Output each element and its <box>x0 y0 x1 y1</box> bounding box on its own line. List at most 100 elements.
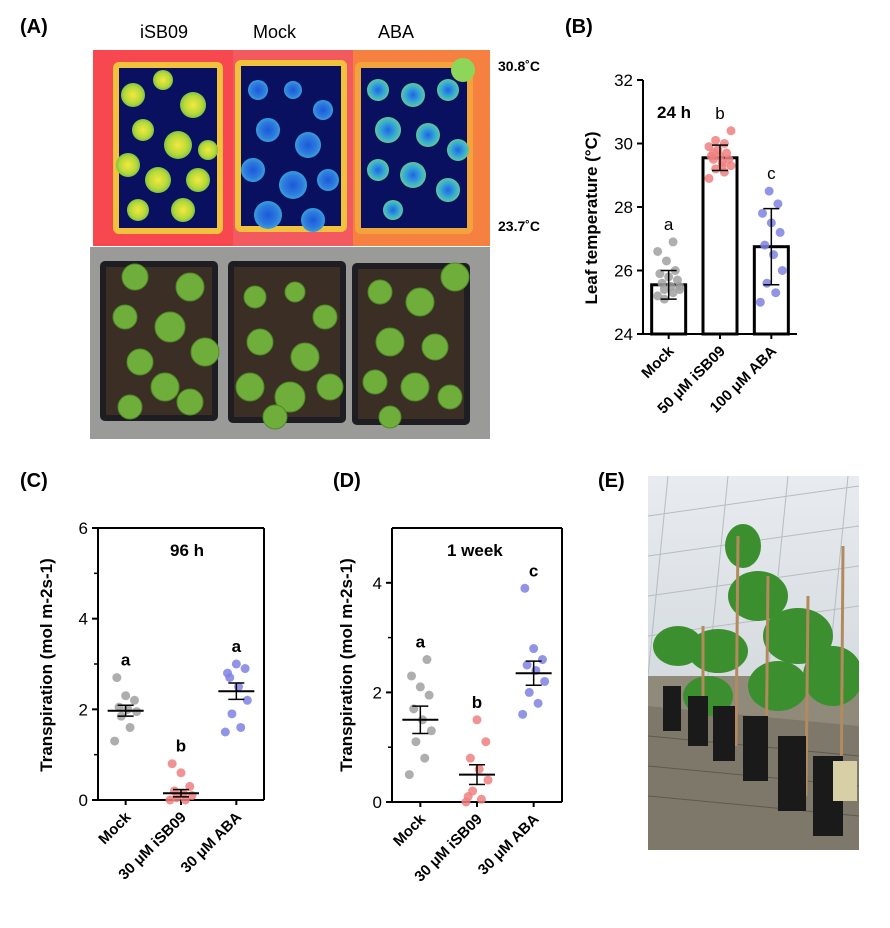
data-point <box>125 722 135 732</box>
data-point <box>407 671 417 681</box>
chart-d-annotation: 1 week <box>447 541 503 560</box>
chart-b: Leaf temperature (°C) 24 h 24 26 28 30 32 Moc… <box>582 71 797 417</box>
data-point <box>726 126 736 136</box>
chart-d: Transpiration (mol m-2s-1) 1 week 0 2 4 Moc… <box>337 527 563 885</box>
y-tick-label: 6 <box>79 519 88 538</box>
y-tick-label: 2 <box>79 700 88 719</box>
thermal-tray-mock <box>235 60 347 232</box>
data-point <box>472 715 482 725</box>
data-point <box>227 709 237 719</box>
data-point <box>704 173 714 183</box>
data-point <box>775 227 785 237</box>
data-point <box>185 781 195 791</box>
significance-letter: b <box>715 104 724 123</box>
significance-letter: a <box>232 637 242 656</box>
x-tick-label: Mock <box>390 810 430 850</box>
data-point <box>474 764 484 774</box>
data-point <box>661 256 671 266</box>
data-point <box>231 659 241 669</box>
y-tick-label: 0 <box>373 793 382 812</box>
chart-c-ylabel: Transpiration (mol m-2s-1) <box>37 558 56 771</box>
chart-b-ylabel: Leaf temperature (°C) <box>582 131 601 304</box>
data-point <box>769 250 779 260</box>
chart-d-ylabel: Transpiration (mol m-2s-1) <box>337 558 356 771</box>
data-point <box>711 135 721 145</box>
data-point <box>240 664 250 674</box>
data-point <box>422 655 432 665</box>
data-point <box>533 698 543 708</box>
significance-letter: b <box>176 737 186 756</box>
chart-c-annotation: 96 h <box>170 541 204 560</box>
rgb-photo-strip <box>90 247 490 439</box>
x-tick-label: Mock <box>95 808 135 848</box>
data-point <box>771 288 781 298</box>
data-point <box>129 695 139 705</box>
data-point <box>426 726 436 736</box>
data-point <box>758 208 768 218</box>
data-point <box>476 794 486 804</box>
significance-letter: c <box>767 164 776 183</box>
panel-label-e: (E) <box>598 470 625 492</box>
data-point <box>653 246 663 256</box>
thermal-scale-max: 30.8˚C <box>498 58 541 74</box>
thermal-tray-aba <box>355 58 475 234</box>
data-point <box>717 161 727 171</box>
y-tick-label: 30 <box>614 135 633 154</box>
thermal-scale-min: 23.7˚C <box>498 218 541 234</box>
data-point <box>415 682 425 692</box>
data-point <box>655 269 665 279</box>
thermal-image-strip <box>93 50 490 246</box>
data-point <box>465 753 475 763</box>
data-point <box>524 687 534 697</box>
data-point <box>123 704 133 714</box>
panel-label-b: (B) <box>565 16 593 38</box>
significance-letter: c <box>529 561 538 580</box>
data-point <box>777 266 787 275</box>
column-label-aba: ABA <box>378 22 415 42</box>
data-point <box>672 275 682 285</box>
data-point <box>668 237 678 247</box>
y-tick-label: 4 <box>79 610 88 629</box>
panel-label-d: (D) <box>333 470 361 492</box>
data-point <box>666 281 676 291</box>
data-point <box>411 737 421 747</box>
data-point <box>675 285 685 295</box>
data-point <box>176 768 186 778</box>
y-tick-label: 2 <box>373 683 382 702</box>
bar <box>701 156 739 336</box>
data-point <box>242 695 252 705</box>
data-point <box>520 583 530 593</box>
column-label-mock: Mock <box>253 22 297 42</box>
data-point <box>722 148 732 158</box>
thermal-tray-isb09 <box>113 62 223 234</box>
significance-letter: a <box>416 633 426 652</box>
data-point <box>220 727 230 737</box>
y-tick-label: 26 <box>614 262 633 281</box>
data-point <box>518 709 528 719</box>
data-point <box>760 240 770 250</box>
data-point <box>522 660 532 670</box>
data-point <box>755 297 765 307</box>
y-tick-label: 32 <box>614 71 633 90</box>
data-point <box>180 795 190 805</box>
data-point <box>236 722 246 732</box>
data-point <box>110 736 120 746</box>
data-point <box>463 792 473 802</box>
y-tick-label: 4 <box>373 574 382 593</box>
data-point <box>481 737 491 747</box>
data-point <box>704 142 714 152</box>
chart-b-annotation: 24 h <box>657 103 691 122</box>
greenhouse-photo <box>648 476 859 850</box>
y-tick-label: 28 <box>614 198 633 217</box>
data-point <box>537 655 547 665</box>
data-point <box>404 770 414 780</box>
significance-letter: a <box>121 651 131 670</box>
data-point <box>540 676 550 686</box>
data-point <box>657 278 667 288</box>
data-point <box>529 644 539 654</box>
y-tick-label: 0 <box>79 791 88 810</box>
panel-label-a: (A) <box>20 16 48 38</box>
